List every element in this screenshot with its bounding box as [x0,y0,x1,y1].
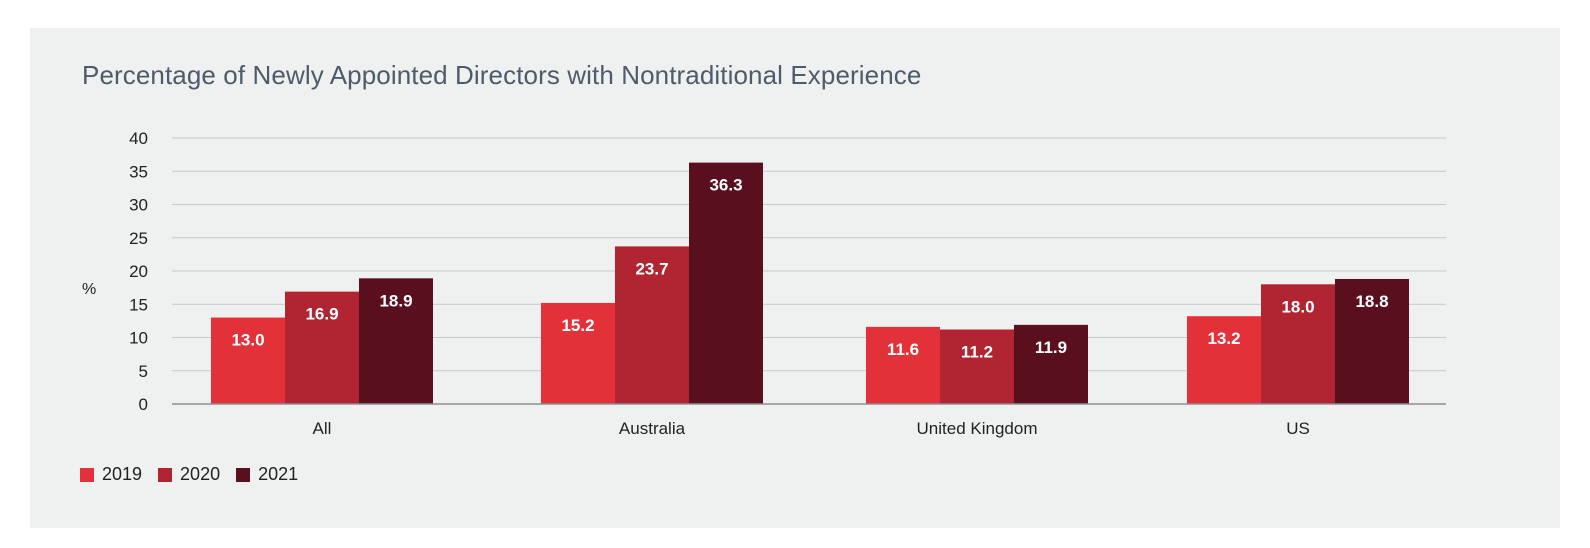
data-label: 23.7 [635,259,668,278]
bar-2019-us [1187,316,1261,404]
y-axis-unit-label: % [82,281,96,298]
bar-chart: 0 5 10 15 20 25 30 35 40 % 13.0 16.9 18.9 15.2 23.7 3… [82,129,1446,438]
y-tick-label: 5 [139,362,148,381]
data-label: 18.8 [1355,292,1388,311]
legend-label: 2019 [102,464,143,484]
x-category-label: US [1286,419,1310,438]
bar-2021-united-kingdom [1014,324,1088,404]
bar-2019-united-kingdom [866,326,940,404]
legend-label: 2020 [180,464,221,484]
bar-2019-all [211,317,285,404]
x-axis-categories: All Australia United Kingdom US [313,419,1310,438]
data-label: 11.2 [961,343,993,362]
y-tick-label: 10 [129,329,148,348]
legend-item-2021: 2021 [236,464,298,485]
data-label: 15.2 [561,316,594,335]
y-tick-label: 25 [129,229,148,248]
bar-2019-australia [541,302,615,404]
legend-item-2019: 2019 [80,464,142,485]
data-label: 16.9 [305,305,338,324]
bar-2021-us [1335,278,1409,404]
y-tick-label: 0 [139,395,148,414]
bar-2020-united-kingdom [940,329,1014,404]
chart-title: Percentage of Newly Appointed Directors … [82,60,922,90]
legend-swatch [158,467,173,482]
data-label: 11.6 [887,340,919,359]
legend-label: 2021 [258,464,299,484]
data-labels: 13.0 16.9 18.9 15.2 23.7 36.3 11.6 11.2 11.9 13.2… [231,176,1388,362]
data-label: 36.3 [709,176,742,195]
bar-2021-all [359,278,433,404]
y-tick-label: 35 [129,162,148,181]
legend-swatch [80,467,94,482]
bar-2020-australia [615,246,689,404]
data-label: 11.9 [1035,338,1067,357]
x-category-label: Australia [619,419,686,438]
data-label: 13.2 [1207,329,1240,348]
chart-panel: Percentage of Newly Appointed Directors … [30,28,1560,528]
bar-2020-us [1261,284,1335,404]
x-category-label: United Kingdom [917,419,1038,438]
x-category-label: All [313,419,332,438]
data-label: 18.0 [1281,297,1314,316]
bars [211,162,1409,404]
data-label: 18.9 [379,291,412,310]
legend: 2019 2020 2021 [80,464,298,485]
y-axis-ticks: 0 5 10 15 20 25 30 35 40 [129,129,148,414]
y-tick-label: 40 [129,129,148,148]
data-label: 13.0 [231,331,264,350]
y-tick-label: 15 [129,295,148,314]
y-tick-label: 20 [129,262,148,281]
bar-2021-australia [689,162,763,404]
bar-2020-all [285,291,359,404]
y-tick-label: 30 [129,196,148,215]
legend-swatch [236,467,251,482]
legend-item-2020: 2020 [158,464,220,485]
